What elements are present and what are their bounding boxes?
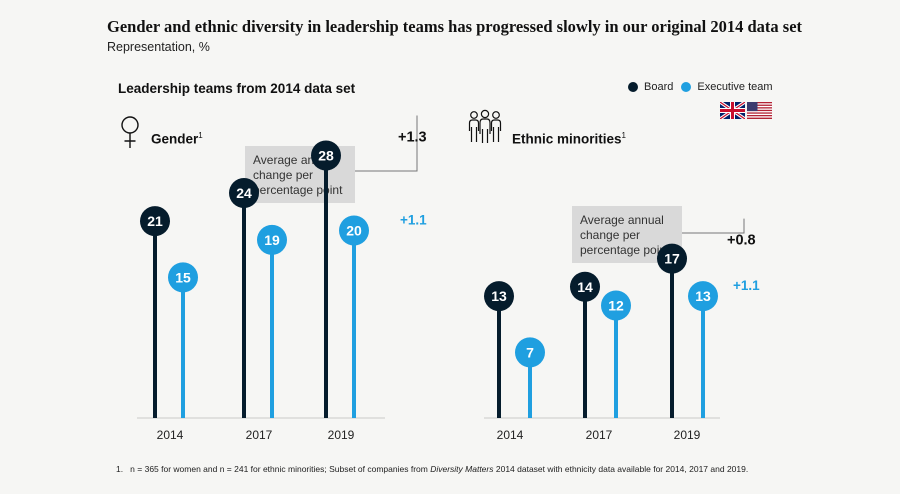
data-label: 28 [318,148,334,164]
data-label: 20 [346,223,362,239]
note-connector [355,115,418,172]
section-title: Leadership teams from 2014 data set [118,81,356,96]
data-label: 24 [236,185,252,201]
data-label: 12 [608,298,624,314]
board-change-label: +1.3 [398,130,427,146]
board-change-label: +0.8 [727,233,756,249]
data-label: 19 [264,232,280,248]
note-line-1: Average annual [580,213,664,227]
people-group-icon [468,109,502,143]
data-label: 15 [175,269,191,285]
executive-marker [339,215,369,246]
executive-marker [601,290,631,321]
legend: Board Executive team [628,81,781,93]
board-marker [140,206,170,237]
executive-marker [515,337,545,368]
executive-marker [688,281,718,312]
flags [720,102,772,119]
us-flag-icon [747,102,772,119]
note-line-3: percentage point [253,183,343,197]
board-marker [657,243,687,274]
data-label: 13 [491,288,507,304]
board-marker [229,178,259,208]
legend-item-executive: Executive team [681,81,773,93]
board-marker [311,140,341,171]
data-label: 7 [526,344,534,360]
legend-label-board: Board [644,81,674,93]
footnote-italic: Diversity Matters [430,464,494,474]
board-marker [484,281,514,312]
note-connector [682,218,745,234]
x-tick-label: 2017 [246,428,273,442]
chart-title: Gender and ethnic diversity in leadershi… [107,17,803,36]
legend-swatch-executive [681,82,692,92]
note-line-2: change per [580,228,641,242]
footnote-suffix: 2014 dataset with ethnicity data availab… [493,464,749,474]
panel-label-gender: Gender1 [151,131,203,147]
data-label: 17 [664,251,680,267]
x-tick-label: 2019 [328,428,355,442]
legend-label-executive: Executive team [697,81,773,93]
data-label: 13 [695,288,711,304]
note-line-3: percentage point [580,243,670,257]
board-marker [570,271,600,302]
x-tick-label: 2014 [497,428,524,442]
executive-marker [257,224,287,255]
x-tick-label: 2014 [157,428,184,442]
footnote-prefix: 1. n = 365 for women and n = 241 for eth… [116,464,431,474]
data-label: 21 [147,213,163,229]
panel-title-gender: Gender [151,131,199,147]
x-tick-label: 2019 [674,428,701,442]
data-label: 14 [577,279,593,295]
executive-change-label: +1.1 [733,278,760,293]
executive-change-label: +1.1 [400,213,427,228]
footnote: 1. n = 365 for women and n = 241 for eth… [116,464,748,474]
panel-title-ethnic: Ethnic minorities [512,131,622,147]
executive-marker [168,262,198,293]
chart-subtitle: Representation, % [107,40,210,54]
legend-swatch-board [628,82,638,92]
panel-label-ethnic: Ethnic minorities1 [512,131,626,147]
legend-item-board: Board [628,81,673,93]
footnote-ref-ethnic: 1 [621,131,626,140]
female-symbol-icon [121,116,139,148]
footnote-ref-gender: 1 [198,131,203,140]
x-tick-label: 2017 [586,428,613,442]
note-line-2: change per [253,168,314,182]
uk-flag-icon [720,102,745,119]
